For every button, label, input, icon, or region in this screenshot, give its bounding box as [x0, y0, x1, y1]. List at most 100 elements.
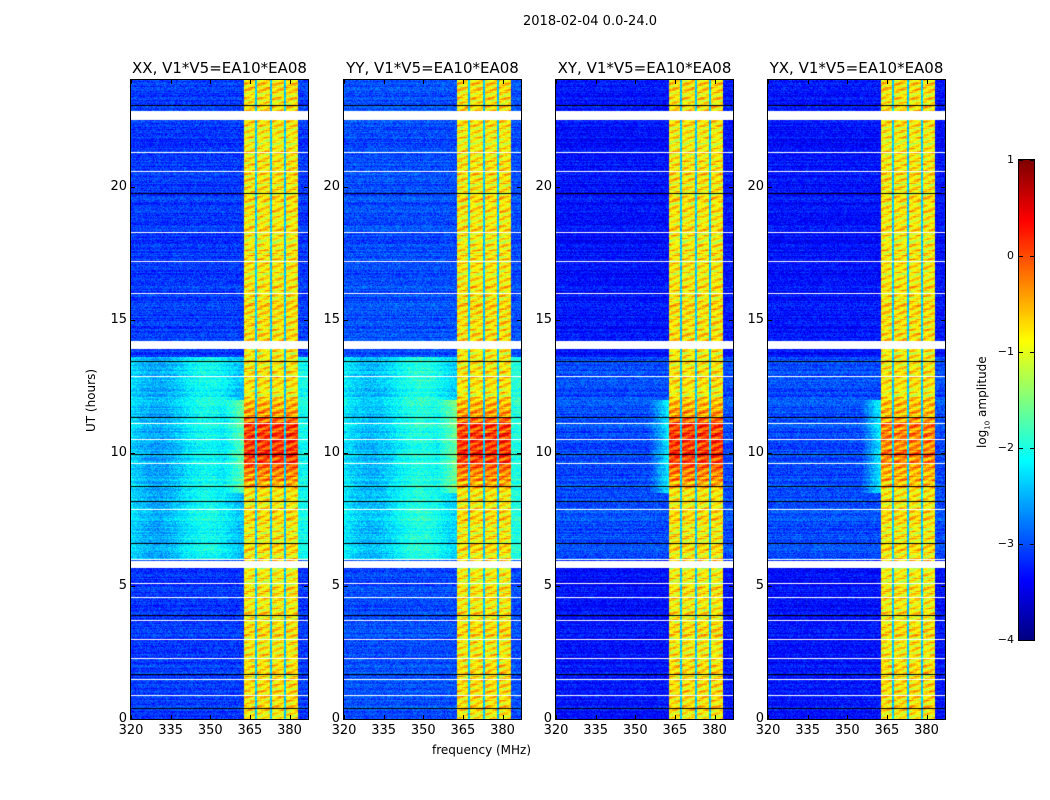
y-tick-label: 20 [535, 178, 552, 194]
x-tick-mark [556, 715, 557, 719]
y-tick-mark [344, 319, 348, 321]
x-tick-mark [926, 80, 928, 84]
y-tick-mark [556, 719, 560, 720]
x-tick-label: 320 [331, 723, 357, 738]
y-tick-label: 5 [543, 577, 552, 593]
x-tick-mark [462, 715, 464, 719]
x-tick-mark [886, 80, 888, 84]
colorbar-tick-label: −2 [997, 441, 1014, 454]
colorbar-tick-mark [1019, 448, 1023, 449]
x-tick-mark [170, 715, 172, 719]
y-tick-mark [131, 319, 135, 321]
y-tick-mark [941, 186, 945, 188]
y-tick-label: 10 [323, 444, 340, 460]
y-tick-mark [131, 186, 135, 188]
panel-title: XX, V1*V5=EA10*EA08 [132, 59, 307, 77]
y-tick-mark [556, 319, 560, 321]
y-tick-label: 5 [331, 577, 340, 593]
colorbar-tick-label: −3 [997, 537, 1014, 550]
y-tick-mark [344, 719, 348, 720]
y-tick-label: 0 [331, 711, 340, 726]
colorbar-tick-mark [1019, 640, 1023, 641]
y-tick-mark [517, 319, 521, 321]
x-tick-mark [595, 80, 597, 84]
y-tick-label: 20 [110, 178, 127, 194]
colorbar-tick-label: 1 [1007, 153, 1014, 166]
x-tick-label: 350 [834, 723, 860, 738]
x-tick-mark [344, 80, 345, 84]
x-tick-mark [289, 80, 291, 84]
y-tick-label: 0 [543, 711, 552, 726]
panel-frame [555, 79, 734, 720]
x-tick-mark [635, 715, 637, 719]
x-tick-label: 350 [410, 723, 436, 738]
x-tick-mark [344, 715, 345, 719]
x-tick-mark [131, 80, 132, 84]
x-axis-label: frequency (MHz) [432, 743, 532, 757]
y-tick-mark [729, 452, 733, 454]
y-tick-label: 15 [535, 311, 552, 327]
spectrogram-heatmap [556, 80, 733, 719]
x-tick-label: 335 [795, 723, 821, 738]
y-tick-mark [729, 719, 733, 720]
x-tick-mark [423, 80, 425, 84]
x-tick-mark [289, 715, 291, 719]
colorbar-tick-mark [1030, 544, 1034, 545]
x-tick-mark [674, 715, 676, 719]
x-tick-mark [807, 80, 809, 84]
x-tick-label: 365 [874, 723, 900, 738]
y-tick-label: 0 [755, 711, 764, 726]
y-tick-mark [131, 452, 135, 454]
colorbar-tick-label: 0 [1007, 249, 1014, 262]
y-tick-mark [941, 319, 945, 321]
y-tick-mark [517, 452, 521, 454]
y-tick-mark [304, 719, 308, 720]
x-tick-mark [556, 80, 557, 84]
x-tick-label: 320 [543, 723, 569, 738]
x-tick-mark [210, 715, 212, 719]
x-tick-mark [886, 715, 888, 719]
y-tick-mark [941, 719, 945, 720]
y-tick-label: 15 [110, 311, 127, 327]
x-tick-mark [635, 80, 637, 84]
y-tick-mark [344, 186, 348, 188]
y-tick-mark [517, 585, 521, 587]
y-tick-mark [556, 186, 560, 188]
y-tick-label: 5 [755, 577, 764, 593]
colorbar-tick-mark [1019, 256, 1023, 257]
colorbar [1019, 160, 1034, 640]
y-tick-label: 20 [323, 178, 340, 194]
y-tick-label: 15 [747, 311, 764, 327]
x-tick-mark [714, 715, 716, 719]
y-tick-mark [304, 186, 308, 188]
y-tick-mark [344, 585, 348, 587]
x-tick-label: 380 [914, 723, 939, 738]
x-tick-label: 365 [237, 723, 263, 738]
x-tick-mark [462, 80, 464, 84]
y-tick-mark [304, 452, 308, 454]
y-tick-mark [556, 585, 560, 587]
y-tick-mark [131, 585, 135, 587]
x-tick-mark [768, 80, 769, 84]
colorbar-tick-mark [1030, 160, 1034, 161]
y-tick-mark [131, 719, 135, 720]
y-tick-mark [729, 585, 733, 587]
x-tick-mark [502, 80, 504, 84]
x-tick-label: 350 [197, 723, 223, 738]
y-tick-mark [729, 186, 733, 188]
y-tick-label: 10 [110, 444, 127, 460]
y-tick-label: 10 [535, 444, 552, 460]
colorbar-label: log10 amplitude [975, 356, 992, 448]
x-tick-mark [807, 715, 809, 719]
x-tick-mark [714, 80, 716, 84]
figure-title: 2018-02-04 0.0-24.0 [523, 14, 657, 29]
x-tick-mark [249, 80, 251, 84]
spectrogram-heatmap [344, 80, 521, 719]
y-tick-label: 5 [118, 577, 127, 593]
x-tick-mark [847, 80, 849, 84]
y-tick-mark [344, 452, 348, 454]
x-tick-mark [383, 715, 385, 719]
colorbar-tick-mark [1019, 544, 1023, 545]
y-axis-label: UT (hours) [84, 368, 98, 432]
